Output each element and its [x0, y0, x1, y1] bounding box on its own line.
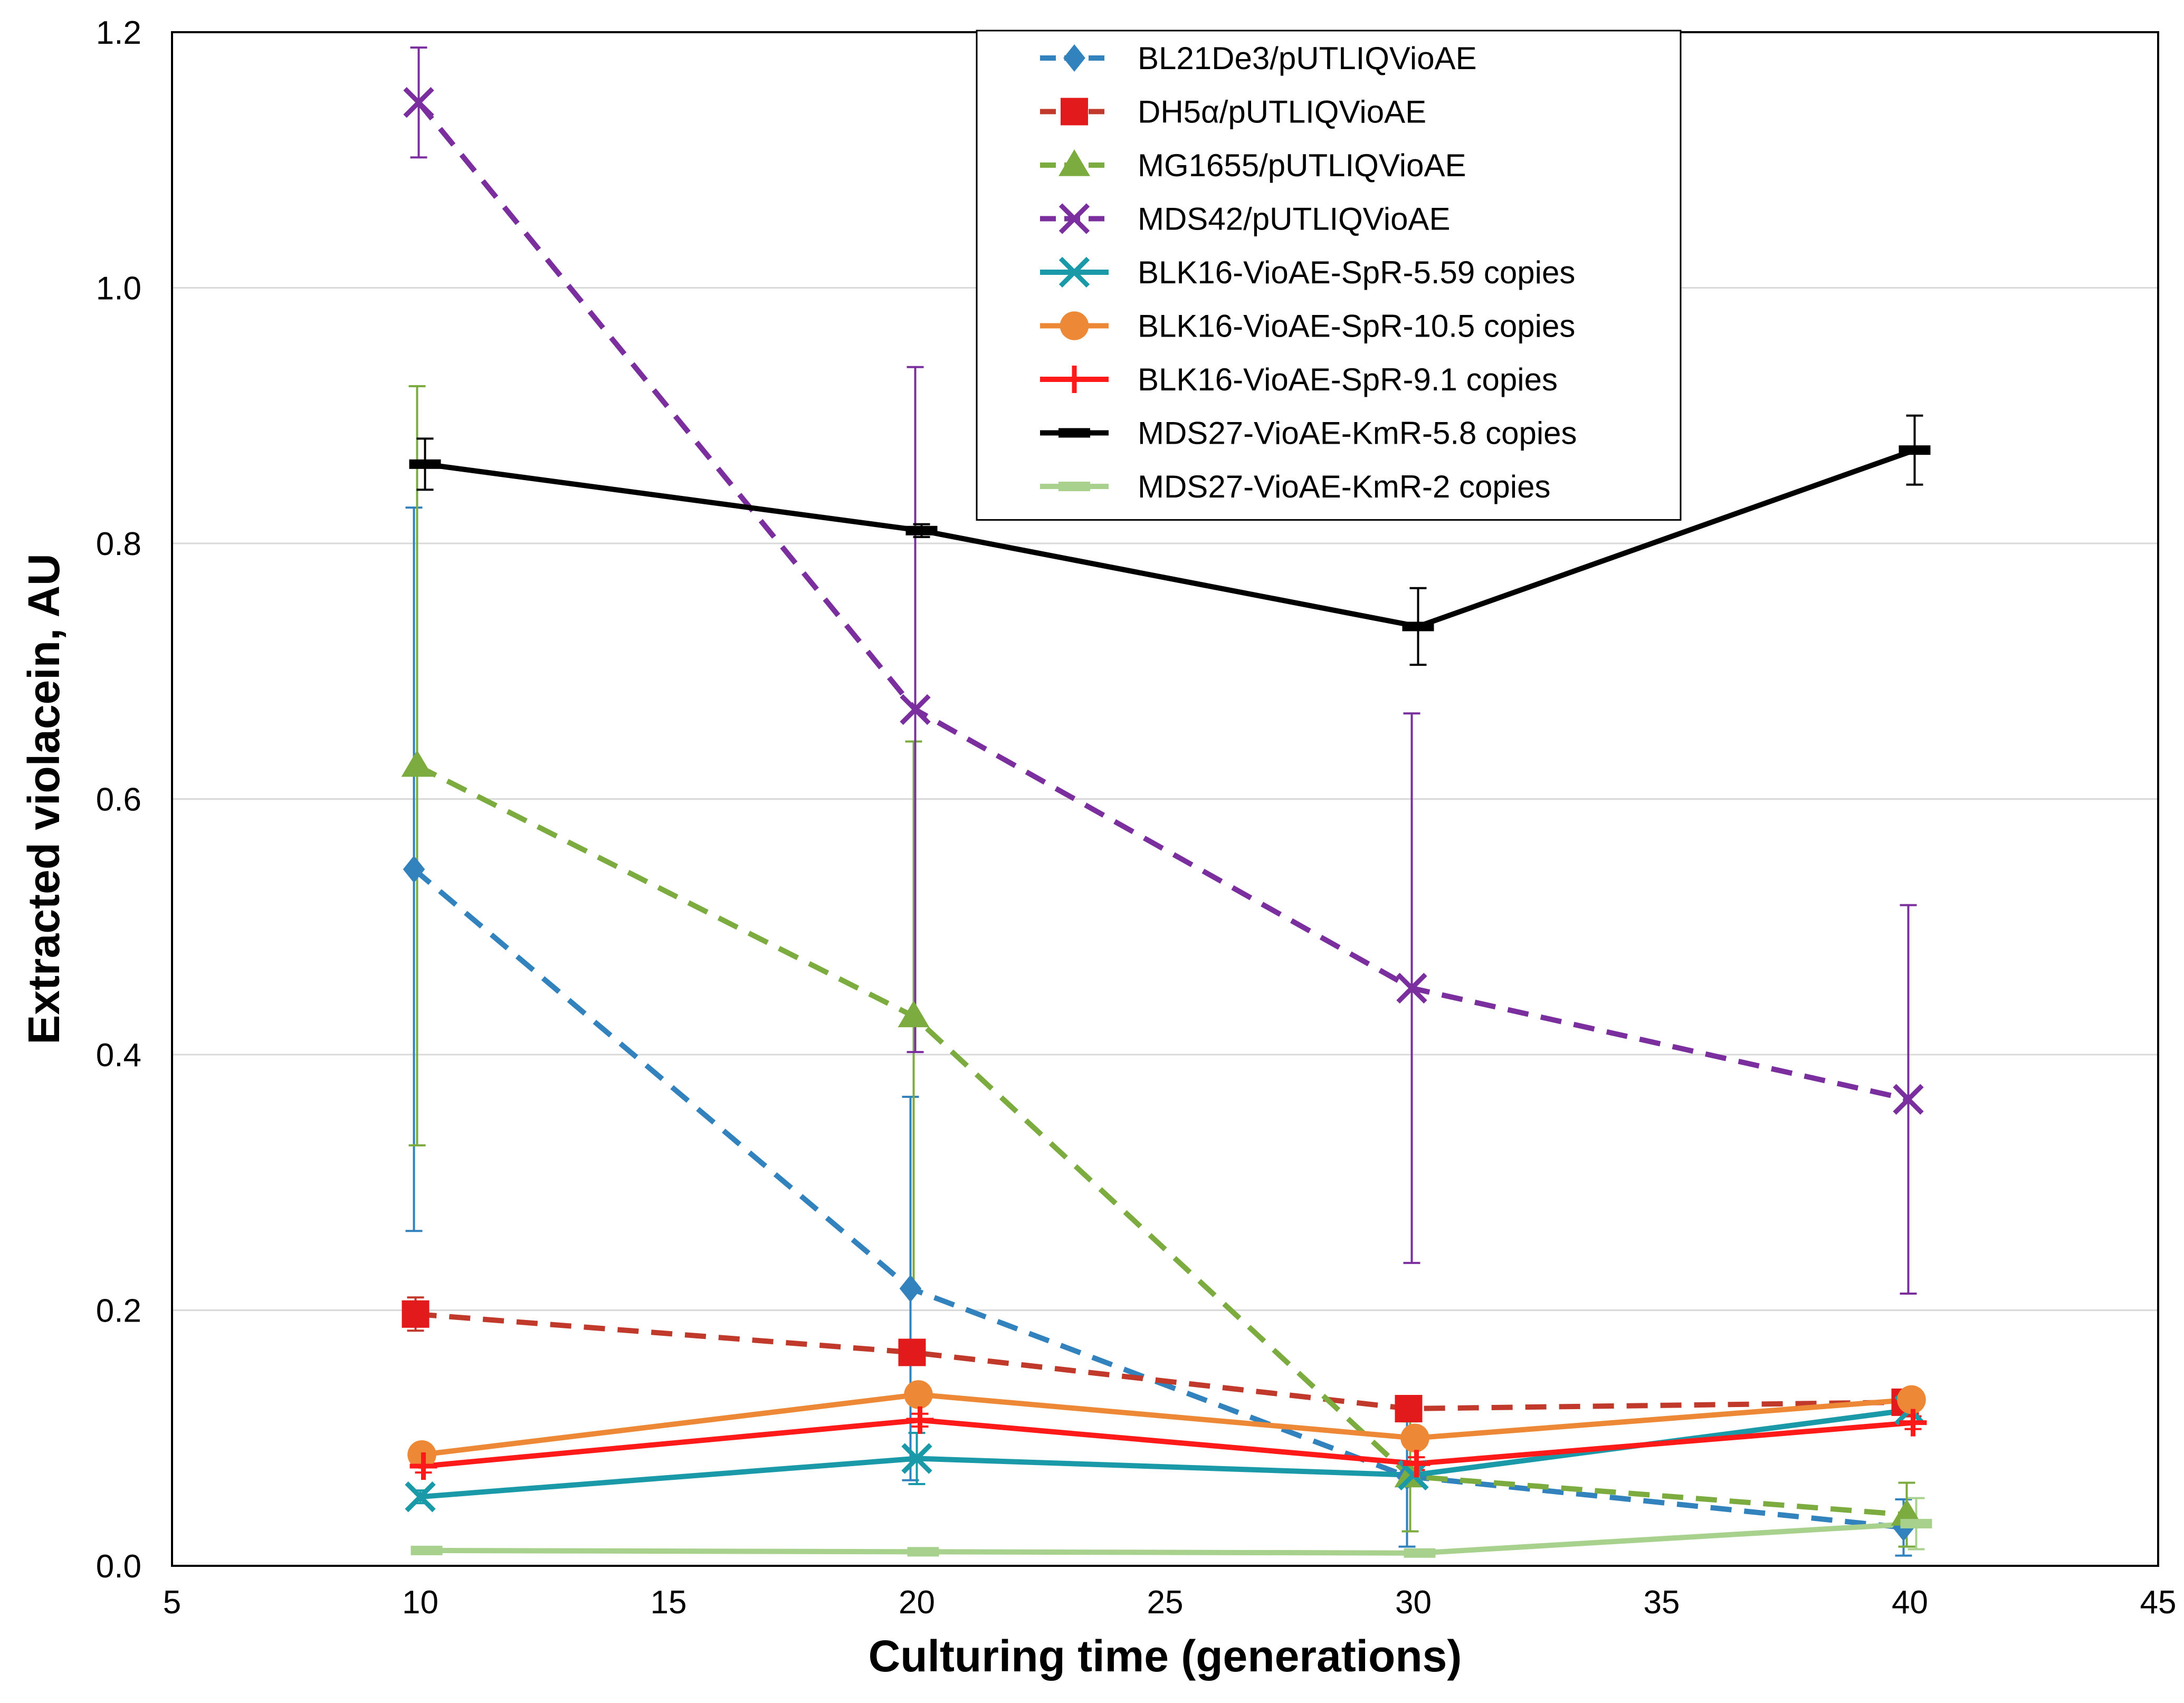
series-line-mds27-vioae-kmr-2-copies [426, 1521, 1916, 1556]
x-tick-label: 45 [2140, 1584, 2177, 1621]
data-point-mds27-vioae-kmr-2-copies [1900, 1519, 1932, 1529]
data-point-blk16-vioae-spr-9-1-copies [1899, 1409, 1927, 1437]
series-line-mds27-vioae-kmr-5-8-copies [424, 447, 1916, 629]
data-point-mds27-vioae-kmr-5-8-copies [1899, 445, 1931, 455]
data-point-mds27-vioae-kmr-2-copies [907, 1547, 939, 1557]
data-point-blk16-vioae-spr-5-59-copies [405, 1481, 436, 1513]
legend-swatch-marker [1061, 98, 1088, 126]
y-tick-label: 0.8 [96, 526, 141, 562]
legend-label: BL21De3/pUTLIQVioAE [1138, 41, 1477, 76]
y-tick-label: 1.0 [96, 271, 141, 307]
series-line-dh5-putliqvioae [415, 1311, 1905, 1412]
legend-label: DH5α/pUTLIQVioAE [1138, 94, 1426, 130]
y-tick-label: 0.4 [96, 1037, 141, 1074]
data-point-blk16-vioae-spr-10-5-copies [904, 1380, 933, 1409]
legend-label: MG1655/pUTLIQVioAE [1138, 148, 1466, 183]
legend-label: MDS42/pUTLIQVioAE [1138, 202, 1450, 237]
data-point-mg1655-putliqvioae [401, 750, 433, 777]
legend-swatch-marker [1058, 482, 1090, 491]
data-point-blk16-vioae-spr-9-1-copies [1403, 1450, 1430, 1478]
series-lines [412, 101, 1916, 1556]
x-tick-label: 40 [1892, 1584, 1928, 1621]
legend-item: BLK16-VioAE-SpR-9.1 copies [1040, 362, 1558, 397]
data-point-mds42-putliqvioae [403, 87, 434, 118]
legend-label: BLK16-VioAE-SpR-9.1 copies [1138, 362, 1558, 397]
data-point-dh5-putliqvioae [402, 1300, 430, 1328]
legend-item: MG1655/pUTLIQVioAE [1040, 148, 1466, 183]
data-point-mds27-vioae-kmr-2-copies [411, 1545, 443, 1555]
legend-label: BLK16-VioAE-SpR-10.5 copies [1138, 309, 1575, 344]
series-line-mg1655-putliqvioae [416, 763, 1907, 1518]
y-axis-title: Extracted violacein, AU [19, 553, 69, 1045]
axis-tick-labels: 0.0 0.2 0.4 0.6 0.8 1.0 1.2 5 10 15 20 25 30 35 40 45 [96, 15, 2177, 1621]
x-tick-label: 10 [402, 1584, 438, 1621]
legend-swatch-marker [1058, 256, 1090, 288]
data-point-dh5-putliqvioae [1395, 1395, 1423, 1423]
legend-swatch-marker [1058, 149, 1090, 176]
series-markers [401, 87, 1932, 1558]
data-point-bl21de3-putliqvioae [403, 855, 425, 883]
x-tick-label: 15 [651, 1584, 687, 1621]
legend-swatch-marker [1063, 44, 1085, 72]
y-tick-label: 0.6 [96, 782, 141, 818]
data-point-blk16-vioae-spr-5-59-copies [901, 1443, 932, 1474]
x-tick-label: 30 [1395, 1584, 1432, 1621]
data-point-dh5-putliqvioae [898, 1338, 926, 1366]
x-tick-label: 25 [1147, 1584, 1184, 1621]
data-point-bl21de3-putliqvioae [899, 1275, 922, 1303]
legend-label: BLK16-VioAE-SpR-5.59 copies [1138, 255, 1575, 290]
data-point-blk16-vioae-spr-9-1-copies [409, 1452, 437, 1480]
legend-item: MDS27-VioAE-KmR-5.8 copies [1040, 416, 1577, 451]
series-line-blk16-vioae-spr-10-5-copies [421, 1392, 1912, 1458]
data-point-blk16-vioae-spr-10-5-copies [1400, 1423, 1429, 1453]
legend-item: MDS27-VioAE-KmR-2 copies [1040, 469, 1551, 504]
data-point-blk16-vioae-spr-9-1-copies [906, 1406, 934, 1434]
data-point-blk16-vioae-spr-10-5-copies [1897, 1385, 1926, 1414]
data-point-mds27-vioae-kmr-2-copies [1404, 1548, 1436, 1558]
data-point-mds27-vioae-kmr-5-8-copies [905, 525, 938, 535]
y-tick-label: 0.0 [96, 1548, 141, 1585]
legend-item: DH5α/pUTLIQVioAE [1040, 94, 1426, 130]
legend-label: MDS27-VioAE-KmR-2 copies [1138, 469, 1551, 504]
x-tick-label: 35 [1644, 1584, 1680, 1621]
gridlines [172, 287, 2158, 1311]
series-line-blk16-vioae-spr-9-1-copies [423, 1417, 1913, 1469]
data-point-mds42-putliqvioae [900, 694, 931, 725]
legend: BL21De3/pUTLIQVioAE DH5α/pUTLIQVioAE MG165… [976, 30, 1682, 521]
data-point-mg1655-putliqvioae [898, 1000, 930, 1028]
legend-swatch-marker [1060, 311, 1089, 340]
legend-item: BL21De3/pUTLIQVioAE [1040, 41, 1477, 76]
legend-swatch-marker [1061, 366, 1088, 393]
data-point-mds27-vioae-kmr-5-8-copies [409, 459, 441, 469]
series-line-mds42-putliqvioae [416, 101, 1909, 1102]
legend-item: MDS42/pUTLIQVioAE [1040, 202, 1450, 237]
legend-item: BLK16-VioAE-SpR-5.59 copies [1040, 255, 1575, 290]
x-tick-label: 20 [899, 1584, 935, 1621]
data-point-mds42-putliqvioae [1396, 972, 1427, 1004]
x-axis-title: Culturing time (generations) [869, 1631, 1462, 1681]
legend-swatch-marker [1058, 203, 1090, 234]
x-tick-label: 5 [163, 1584, 181, 1621]
legend-item: BLK16-VioAE-SpR-10.5 copies [1040, 309, 1575, 344]
legend-label: MDS27-VioAE-KmR-5.8 copies [1138, 416, 1577, 451]
y-tick-label: 1.2 [96, 15, 141, 51]
y-tick-label: 0.2 [96, 1293, 141, 1329]
data-point-mds42-putliqvioae [1893, 1084, 1924, 1115]
data-point-mds27-vioae-kmr-5-8-copies [1402, 621, 1434, 632]
legend-swatch-marker [1058, 428, 1090, 438]
